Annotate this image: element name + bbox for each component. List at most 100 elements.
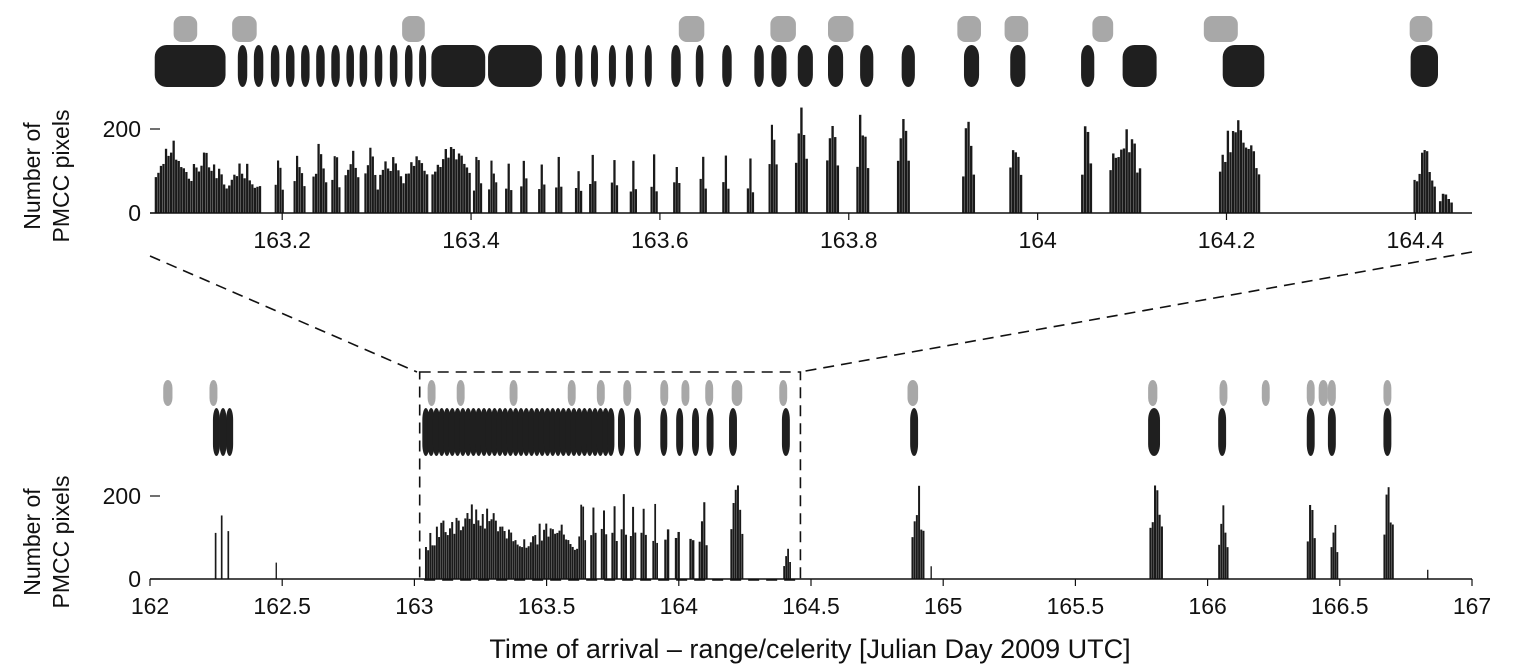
black-event-marker	[586, 408, 594, 456]
histogram-bar	[642, 508, 645, 579]
histogram-bar	[560, 524, 563, 579]
histogram-bar	[1444, 194, 1448, 213]
histogram-bar	[1438, 201, 1442, 213]
detection-burst	[227, 531, 230, 579]
black-event-marker	[389, 45, 398, 87]
histogram-bar	[656, 542, 658, 579]
black-event-marker	[722, 45, 732, 87]
histogram-bar	[655, 191, 658, 213]
detection-burst	[220, 515, 223, 579]
black-event-marker	[475, 408, 483, 456]
histogram-bar	[514, 540, 517, 579]
histogram-bar	[698, 541, 701, 579]
histogram-bar	[527, 546, 530, 579]
gray-event-marker	[567, 380, 576, 406]
black-event-marker	[496, 408, 504, 456]
histogram-bar	[441, 159, 445, 213]
histogram-bar	[920, 529, 923, 579]
histogram-bar	[399, 176, 403, 213]
histogram-bar	[225, 188, 228, 213]
histogram-bar	[1125, 129, 1128, 213]
histogram-bar	[861, 135, 864, 213]
histogram-bar	[580, 504, 583, 579]
histogram-bar	[1255, 168, 1258, 213]
histogram-bar	[800, 107, 803, 213]
black-event-marker	[706, 408, 714, 456]
black-event-marker	[607, 408, 615, 456]
histogram-bar	[429, 532, 432, 579]
histogram-bar	[465, 167, 469, 213]
histogram-bar	[751, 192, 755, 213]
top-y-tick-label-0: 0	[128, 200, 141, 226]
histogram-bar	[705, 545, 708, 579]
histogram-bar	[834, 137, 837, 213]
detection-burst	[664, 529, 670, 579]
histogram-bar	[157, 172, 160, 213]
histogram-bar	[1332, 532, 1335, 579]
gray-event-marker	[678, 16, 705, 42]
black-event-marker	[448, 408, 456, 456]
histogram-bar	[499, 526, 502, 579]
bottom-y-axis-label-line1: Number of	[19, 488, 45, 596]
histogram-bar	[724, 155, 728, 213]
histogram-bar	[1383, 534, 1386, 579]
black-event-marker	[554, 408, 562, 456]
histogram-bar	[397, 170, 400, 213]
detection-burst	[555, 156, 563, 213]
histogram-bar	[664, 539, 667, 579]
black-event-marker	[517, 408, 525, 456]
black-event-marker	[512, 408, 520, 456]
histogram-bar	[505, 188, 508, 213]
detection-burst	[275, 562, 277, 579]
top-y-axis-label-line1: Number of	[19, 122, 45, 230]
histogram-bar	[159, 165, 163, 213]
black-event-marker	[1222, 45, 1265, 87]
histogram-bar	[534, 535, 537, 579]
black-event-marker	[427, 408, 435, 456]
histogram-bar	[654, 503, 657, 579]
black-event-marker	[570, 408, 578, 456]
histogram-bar	[520, 186, 523, 213]
gray-event-marker	[1203, 16, 1238, 42]
histogram-bar	[918, 485, 921, 579]
detection-burst	[620, 494, 628, 579]
black-event-marker	[1383, 408, 1392, 456]
black-event-marker	[431, 45, 486, 87]
detection-burst	[472, 156, 483, 213]
histogram-bar	[828, 138, 832, 213]
black-event-marker	[771, 45, 787, 87]
black-event-marker	[633, 408, 641, 456]
histogram-bar	[470, 504, 473, 579]
histogram-bar	[240, 173, 244, 213]
histogram-bar	[703, 502, 706, 579]
black-event-marker	[1010, 45, 1026, 87]
histogram-bar	[507, 529, 510, 579]
histogram-bar	[449, 147, 453, 213]
histogram-bar	[915, 515, 918, 579]
black-event-marker	[590, 45, 598, 87]
black-event-marker	[828, 45, 844, 87]
histogram-bar	[392, 157, 395, 213]
histogram-bar	[770, 124, 773, 213]
black-event-marker	[533, 408, 541, 456]
histogram-bar	[1011, 150, 1015, 213]
black-event-marker	[596, 408, 604, 456]
histogram-bar	[1120, 149, 1123, 213]
detection-burst	[730, 485, 744, 579]
histogram-bar	[1019, 174, 1023, 213]
histogram-bar	[1247, 148, 1250, 213]
histogram-bar	[540, 540, 543, 579]
black-event-marker	[485, 408, 493, 456]
bottom-x-axis-label: Time of arrival – range/celerity [Julian…	[489, 634, 1130, 664]
black-event-marker	[226, 408, 234, 456]
histogram-bar	[632, 160, 635, 213]
black-event-marker	[237, 45, 248, 87]
histogram-bar	[826, 160, 829, 213]
histogram-bar	[1014, 152, 1017, 213]
gray-event-marker	[1409, 16, 1433, 42]
detection-burst	[911, 485, 925, 579]
histogram-bar	[543, 184, 546, 213]
x-tick-label: 163.8	[820, 227, 878, 253]
histogram-bar	[1433, 186, 1436, 213]
detection-burst	[856, 114, 870, 213]
